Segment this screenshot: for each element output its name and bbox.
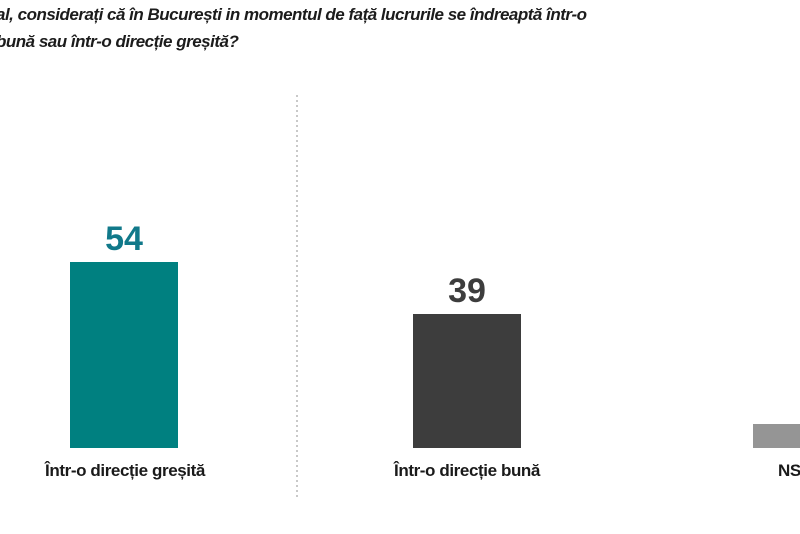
bar-category-label: Într-o direcție bună xyxy=(394,461,540,480)
bar-wrong-direction xyxy=(70,262,178,448)
survey-question-line-1: al, considerați că în București in momen… xyxy=(0,5,587,24)
survey-question-title: al, considerați că în București in momen… xyxy=(0,1,716,55)
bar-ns-clipped xyxy=(753,424,800,448)
bar-value-label: 54 xyxy=(105,220,143,258)
survey-question-line-2: bună sau într-o direcție greșită? xyxy=(0,32,239,51)
bar-value-label: 39 xyxy=(448,272,486,310)
bar-category-label: Într-o direcție greșită xyxy=(45,461,205,480)
bar-good-direction xyxy=(413,314,521,448)
dotted-divider xyxy=(296,95,298,497)
bar-category-label: NS xyxy=(778,461,800,480)
